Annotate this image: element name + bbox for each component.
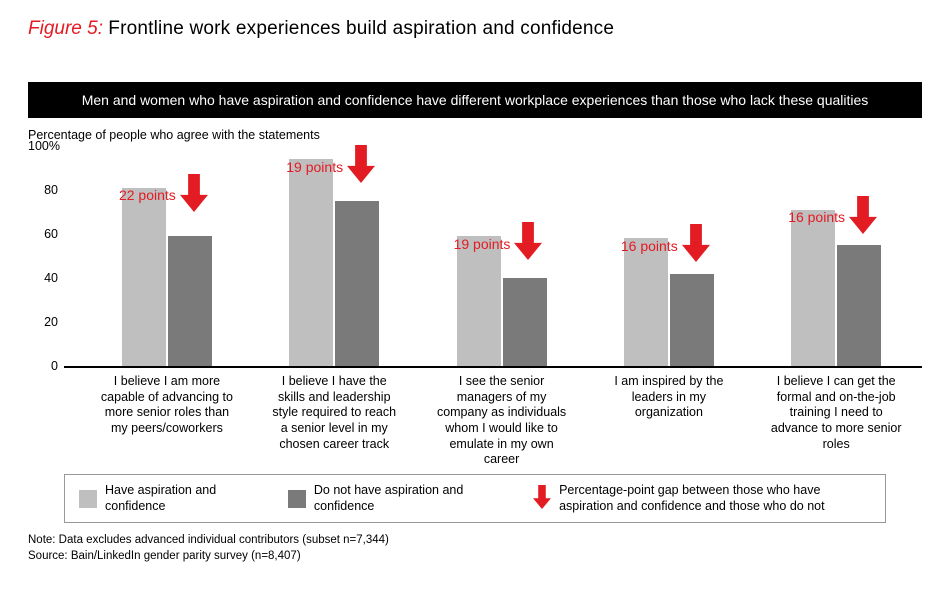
legend-item-not: Do not have aspiration and confidence — [288, 483, 515, 514]
y-tick: 100% — [28, 139, 58, 153]
legend-label-not: Do not have aspiration and confidence — [314, 483, 515, 514]
arrow-down-icon — [682, 224, 710, 267]
bar-not — [168, 236, 212, 366]
plot-area: 020406080100%22 points19 points19 points… — [64, 148, 922, 368]
footnotes: Note: Data excludes advanced individual … — [28, 533, 922, 564]
x-axis-label: I believe I can get the formal and on-th… — [763, 374, 909, 452]
gap-annotation: 19 points — [286, 145, 375, 188]
y-tick: 0 — [28, 359, 58, 373]
y-tick: 40 — [28, 271, 58, 285]
legend-label-have: Have aspiration and confidence — [105, 483, 270, 514]
gap-annotation: 16 points — [621, 224, 710, 267]
gap-label: 19 points — [454, 236, 511, 252]
gap-annotation: 16 points — [788, 196, 877, 239]
figure-number: Figure 5: — [28, 18, 103, 39]
gap-annotation: 19 points — [454, 222, 543, 265]
x-axis-label: I am inspired by the leaders in my organ… — [596, 374, 742, 421]
source-line: Source: Bain/LinkedIn gender parity surv… — [28, 549, 922, 565]
arrow-down-icon — [180, 174, 208, 217]
x-axis-label: I believe I am more capable of advancing… — [94, 374, 240, 437]
banner: Men and women who have aspiration and co… — [28, 82, 922, 118]
swatch-not — [288, 490, 306, 508]
y-tick: 60 — [28, 227, 58, 241]
bar-not — [335, 201, 379, 366]
note-line: Note: Data excludes advanced individual … — [28, 533, 922, 549]
y-tick: 80 — [28, 183, 58, 197]
y-tick: 20 — [28, 315, 58, 329]
gap-label: 22 points — [119, 187, 176, 203]
gap-label: 16 points — [621, 238, 678, 254]
bar-have — [289, 159, 333, 366]
x-axis-labels: I believe I am more capable of advancing… — [64, 374, 922, 460]
gap-label: 16 points — [788, 209, 845, 225]
legend-label-arrow: Percentage-point gap between those who h… — [559, 483, 871, 514]
arrow-down-icon — [849, 196, 877, 239]
bar-not — [503, 278, 547, 366]
gap-label: 19 points — [286, 159, 343, 175]
arrow-down-icon — [533, 485, 551, 512]
y-axis-label: Percentage of people who agree with the … — [28, 128, 922, 142]
swatch-have — [79, 490, 97, 508]
figure-title: Figure 5: Frontline work experiences bui… — [28, 18, 922, 40]
bar-group — [763, 148, 909, 366]
chart: 020406080100%22 points19 points19 points… — [28, 148, 922, 460]
legend-item-arrow: Percentage-point gap between those who h… — [533, 483, 871, 514]
legend-item-have: Have aspiration and confidence — [79, 483, 270, 514]
arrow-down-icon — [347, 145, 375, 188]
x-axis-label: I see the senior managers of my company … — [429, 374, 575, 468]
bar-not — [837, 245, 881, 366]
legend: Have aspiration and confidence Do not ha… — [64, 474, 886, 523]
gap-annotation: 22 points — [119, 174, 208, 217]
x-axis-label: I believe I have the skills and leadersh… — [261, 374, 407, 452]
bar-not — [670, 274, 714, 366]
arrow-down-icon — [514, 222, 542, 265]
figure-title-text: Frontline work experiences build aspirat… — [108, 18, 614, 39]
